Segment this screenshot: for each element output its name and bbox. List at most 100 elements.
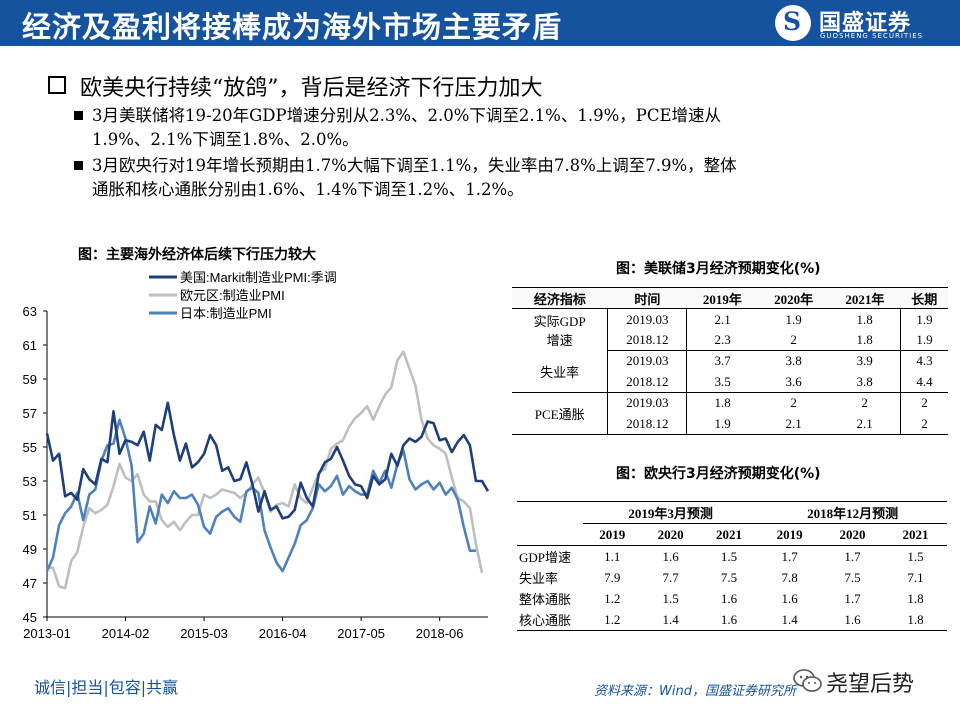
company-motto: 诚信|担当|包容|共赢 [34, 678, 179, 697]
table-row: 核心通胀 1.2 1.4 1.6 1.4 1.6 1.8 [517, 609, 947, 631]
table-cell: 1.5 [907, 548, 924, 564]
y-tick-label: 49 [23, 542, 37, 557]
x-tick-label: 2017-05 [337, 626, 385, 641]
table-cell: 1.6 [720, 590, 738, 606]
ecb-projection-table: 2019年3月预测 2018年12月预测 2019 2020 2021 2019… [517, 501, 947, 631]
col-header: 2019 [583, 523, 642, 546]
main-point-text: 欧美央行持续“放鸽”，背后是经济下行压力加大 [80, 76, 543, 101]
chart-title: 图：主要海外经济体后续下行压力较大 [78, 247, 316, 263]
col-header: 2020 [641, 523, 700, 546]
sub-point-1-line2: 1.9%、2.1%下调至1.8%、2.0%。 [92, 130, 359, 149]
table-cell: 7.9 [604, 569, 621, 585]
table-cell: 7.5 [720, 569, 738, 585]
col-header: 2020年 [758, 287, 830, 310]
square-bullet-icon [74, 111, 83, 120]
table-header-row: 2019年3月预测 2018年12月预测 [517, 501, 947, 524]
table-cell: 3.5 [686, 371, 759, 393]
table-cell: 1.6 [662, 548, 679, 564]
table-row: 整体通胀 1.2 1.5 1.6 1.6 1.7 1.8 [517, 588, 947, 609]
table-cell: 4.3 [916, 353, 933, 369]
table-cell: 2018.12 [607, 329, 688, 352]
col-header: 2019 [758, 523, 822, 546]
company-logo: S 国盛证券 GUOSHENG SECURITIES [775, 4, 953, 42]
table-cell: 1.2 [604, 590, 621, 606]
y-tick-label: 45 [23, 610, 37, 625]
row-label: GDP增速 [519, 550, 572, 565]
legend-label: 美国:Markit制造业PMI:季调 [180, 270, 337, 285]
table-row: GDP增速 1.1 1.6 1.5 1.7 1.7 1.5 [517, 546, 947, 568]
y-tick-label: 51 [23, 508, 37, 523]
table-cell: 2 [829, 392, 901, 414]
logo-name-cn: 国盛证券 [819, 11, 912, 36]
y-tick-label: 53 [23, 474, 37, 489]
col-header: 长期 [900, 287, 948, 310]
wechat-icon [793, 669, 822, 692]
checkbox-bullet-icon [48, 76, 66, 94]
table-cell: 1.7 [844, 590, 861, 606]
data-source: 资料来源：Wind，国盛证券研究所 [594, 684, 796, 699]
sub-point-2-line1: 3月欧央行对19年增长预期由1.7%大幅下调至1.1%，失业率由7.8%上调至7… [92, 156, 737, 175]
logo-circle-icon: S [775, 5, 811, 41]
table-cell: 1.8 [829, 329, 901, 352]
table-cell: 1.8 [829, 308, 901, 330]
table-row: 2018.12 3.5 3.6 3.8 4.4 [512, 371, 948, 393]
col-header: 2021 [699, 523, 759, 546]
table-cell: 3.7 [714, 353, 731, 369]
sub-point-1-line1: 3月美联储将19-20年GDP增速分别从2.3%、2.0%下调至2.1%、1.9… [92, 106, 722, 125]
table-cell: 1.9 [714, 415, 731, 431]
table-cell: 1.9 [916, 311, 933, 327]
header-bar: 经济及盈利将接棒成为海外市场主要矛盾 S 国盛证券 GUOSHENG SECUR… [0, 0, 960, 46]
table-cell: 7.1 [907, 569, 924, 585]
table-cell: 2.1 [785, 415, 802, 431]
table-cell: 3.6 [758, 371, 830, 393]
table-row: 实际GDP 增速 2019.03 2.1 1.9 1.8 1.9 [512, 308, 948, 351]
y-tick-label: 61 [23, 338, 37, 353]
sub-point-2: 3月欧央行对19年增长预期由1.7%大幅下调至1.1%，失业率由7.8%上调至7… [74, 154, 737, 202]
row-label: 失业率 [512, 350, 609, 393]
logo-name-en: GUOSHENG SECURITIES [820, 32, 924, 40]
table-cell: 2019.03 [607, 308, 688, 330]
table-cell: 2019.03 [607, 392, 688, 414]
y-tick-label: 55 [23, 440, 37, 455]
fed-projection-table: 经济指标 时间 2019年 2020年 2021年 长期 实际GDP 增速 201… [512, 287, 948, 435]
table-cell: 1.8 [907, 611, 924, 627]
table-cell: 1.5 [662, 590, 679, 606]
table-cell: 7.8 [781, 569, 798, 585]
pmi-line-chart: 45 47 49 51 53 55 57 59 61 63 2013-01 2014-02 2015-0… [23, 270, 490, 641]
main-point: 欧美央行持续“放鸽”，背后是经济下行压力加大 [48, 70, 543, 102]
table-cell: 2018.12 [607, 413, 688, 435]
table-cell: 3.9 [829, 350, 901, 372]
x-tick-label: 2015-03 [180, 626, 228, 641]
table-row: 失业率 2019.03 3.7 3.8 3.9 4.3 [512, 350, 948, 393]
table-cell: 2.1 [829, 413, 901, 435]
table-cell [517, 523, 583, 546]
table-cell: 1.9 [900, 329, 948, 352]
table-cell: 1.9 [785, 311, 802, 327]
series-line-1 [47, 350, 484, 590]
table-cell: 2.1 [714, 311, 731, 327]
table-cell: 1.6 [781, 590, 798, 606]
series-line-0 [45, 401, 490, 520]
col-header: 经济指标 [512, 287, 608, 310]
table-header-row: 经济指标 时间 2019年 2020年 2021年 长期 [512, 287, 948, 310]
col-header: 时间 [607, 287, 687, 310]
table-row: PCE通胀 2019.03 1.8 2 2 2 [512, 392, 948, 435]
group-header: 2018年12月预测 [758, 501, 947, 524]
table-cell: 3.8 [829, 371, 901, 393]
table-cell: 7.7 [662, 569, 679, 585]
table-cell: 7.5 [844, 569, 861, 585]
row-label: 实际GDP 增速 [512, 308, 609, 351]
table-cell: 2 [758, 329, 830, 352]
table-cell: 1.7 [781, 548, 798, 564]
row-label: 整体通胀 [519, 592, 572, 607]
table-cell: 1.2 [604, 611, 621, 627]
table-row: 失业率 7.9 7.7 7.5 7.8 7.5 7.1 [517, 567, 947, 588]
table-cell: 1.4 [781, 611, 798, 627]
table-cell: 4.4 [900, 371, 948, 393]
table-cell: 1.6 [720, 611, 738, 627]
row-label: PCE通胀 [512, 392, 609, 435]
legend-label: 日本:制造业PMI [180, 306, 272, 321]
table-cell: 1.8 [714, 395, 731, 411]
col-header: 2021年 [829, 287, 901, 310]
table-cell: 1.5 [720, 548, 738, 564]
